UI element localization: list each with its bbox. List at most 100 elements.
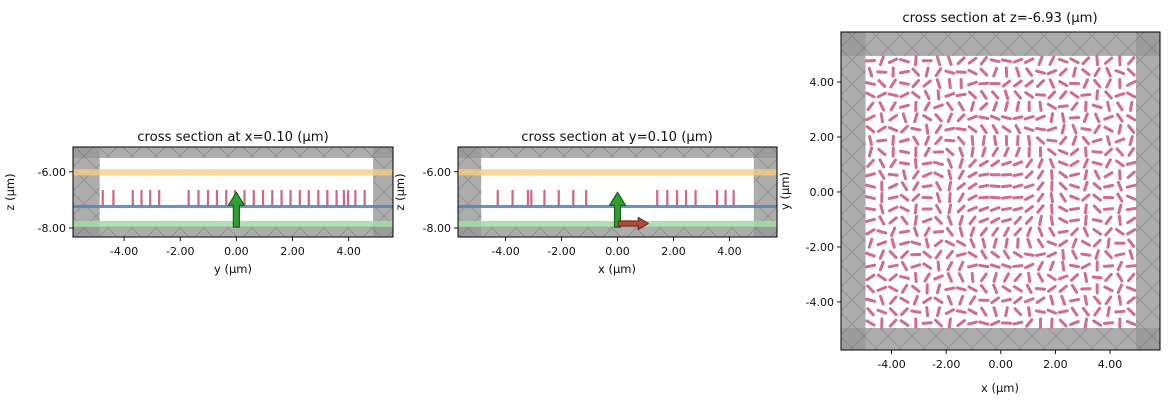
rotated-pillar-dash (935, 306, 942, 318)
rotated-pillar-dash (900, 307, 909, 317)
rotated-pillar-dash (992, 306, 998, 318)
rotated-pillar-dash (921, 161, 933, 166)
rotated-pillar-dash (1060, 123, 1066, 135)
rotated-pillar-dash (1095, 55, 1100, 67)
rotated-pillar-dash (947, 192, 952, 204)
rotated-pillar-dash (1102, 264, 1115, 268)
rotated-pillar-dash (1069, 320, 1080, 327)
pml-corner-hatch (73, 226, 100, 237)
rotated-pillar-dash (1116, 192, 1124, 203)
axes-frame (72, 146, 394, 238)
rotated-pillar-dash (1082, 226, 1089, 238)
rotated-pillar-dash (1003, 226, 1010, 237)
rotated-pillar-dash (1013, 296, 1023, 305)
rotated-pillar-dash (1000, 58, 1013, 63)
rotated-pillar-dash (1004, 66, 1009, 78)
rotated-pillar-dash (1080, 262, 1091, 270)
rotated-pillar-dash (1002, 249, 1011, 260)
rotated-pillar-dash (868, 135, 873, 147)
rotated-pillar-dash (866, 158, 875, 168)
rotated-pillar-dash (1104, 147, 1113, 157)
rotated-pillar-dash (1013, 79, 1023, 88)
rotated-pillar-dash (1080, 252, 1092, 257)
rotated-pillar-dash (1105, 135, 1112, 147)
rotated-pillar-dash (914, 55, 918, 67)
rotated-pillar-dash (1034, 126, 1047, 132)
rotated-pillar-dash (1012, 183, 1024, 189)
rotated-pillar-dash (979, 56, 988, 66)
rotated-pillar-dash (991, 147, 999, 157)
rotated-pillar-dash (1046, 138, 1058, 143)
rotated-pillar-dash (865, 319, 876, 327)
rotated-pillar-dash (1025, 318, 1034, 328)
rotated-pillar-dash (1115, 147, 1125, 157)
pillar (326, 190, 329, 207)
rotated-pillar-dash (967, 320, 978, 326)
rotated-pillar-dash (935, 55, 942, 67)
rotated-pillar-dash (1023, 262, 1035, 270)
rotated-pillar-dash (967, 263, 978, 269)
rotated-pillar-dash (947, 317, 952, 329)
rotated-pillar-dash (1093, 112, 1101, 123)
rotated-pillar-dash (1003, 146, 1010, 158)
pillar (215, 190, 219, 207)
rotated-pillar-dash (1058, 170, 1068, 179)
rotated-pillar-dash (877, 147, 887, 157)
pillar (572, 190, 575, 207)
rotated-pillar-dash (865, 297, 876, 303)
rotated-pillar-dash (888, 295, 898, 305)
pillar (675, 190, 679, 207)
rotated-pillar-dash (1001, 79, 1012, 88)
rotated-pillar-dash (968, 158, 977, 168)
rotated-pillar-dash (1125, 285, 1137, 292)
rotated-pillar-dash (1083, 169, 1089, 181)
rotated-pillar-dash (933, 239, 944, 248)
rotated-pillar-dash (944, 92, 956, 98)
rotated-pillar-dash (1060, 112, 1066, 124)
rotated-pillar-dash (1081, 68, 1091, 77)
rotated-pillar-dash (980, 90, 988, 100)
rotated-pillar-dash (1106, 237, 1111, 249)
rotated-pillar-dash (956, 182, 966, 191)
rotated-pillar-dash (1105, 78, 1112, 89)
rotated-pillar-dash (1116, 272, 1124, 283)
rotated-pillar-dash (925, 123, 930, 135)
rotated-pillar-dash (1128, 135, 1134, 147)
rotated-pillar-dash (1080, 92, 1092, 97)
rotated-pillar-dash (1092, 193, 1102, 202)
rotated-pillar-dash (1023, 183, 1035, 190)
rotated-pillar-dash (992, 237, 998, 249)
rotated-pillar-dash (1014, 146, 1021, 158)
rotated-pillar-dash (967, 56, 978, 65)
pillar (656, 190, 659, 207)
rotated-pillar-dash (967, 114, 978, 121)
rotated-pillar-dash (993, 135, 998, 147)
y-tick-label: -6.00 (38, 166, 66, 179)
rotated-pillar-dash (913, 214, 918, 226)
rotated-pillar-dash (898, 81, 911, 86)
rotated-pillar-dash (1091, 160, 1103, 166)
rotated-pillar-dash (978, 195, 990, 200)
rotated-pillar-dash (1046, 102, 1057, 110)
rotated-pillar-dash (865, 251, 876, 258)
rotated-pillar-dash (1048, 260, 1055, 272)
rotated-pillar-dash (981, 135, 986, 147)
rotated-pillar-dash (879, 203, 885, 215)
rotated-pillar-dash (1125, 160, 1137, 166)
rotated-pillar-dash (911, 169, 920, 180)
rotated-pillar-dash (1049, 214, 1055, 226)
rotated-pillar-dash (1070, 101, 1079, 112)
rotated-pillar-dash (1126, 170, 1136, 179)
rotated-pillar-dash (1035, 69, 1046, 75)
rotated-pillar-dash (990, 216, 1001, 224)
rotated-pillar-dash (1058, 284, 1068, 293)
rotated-pillar-dash (1046, 240, 1058, 247)
pillar (289, 190, 292, 207)
rotated-pillar-dash (888, 285, 899, 293)
rotated-pillar-dash (876, 273, 887, 282)
rotated-pillar-dash (900, 260, 909, 272)
rotated-pillar-dash (1001, 115, 1012, 121)
rotated-pillar-dash (1012, 115, 1024, 121)
rotated-pillar-dash (968, 90, 977, 100)
